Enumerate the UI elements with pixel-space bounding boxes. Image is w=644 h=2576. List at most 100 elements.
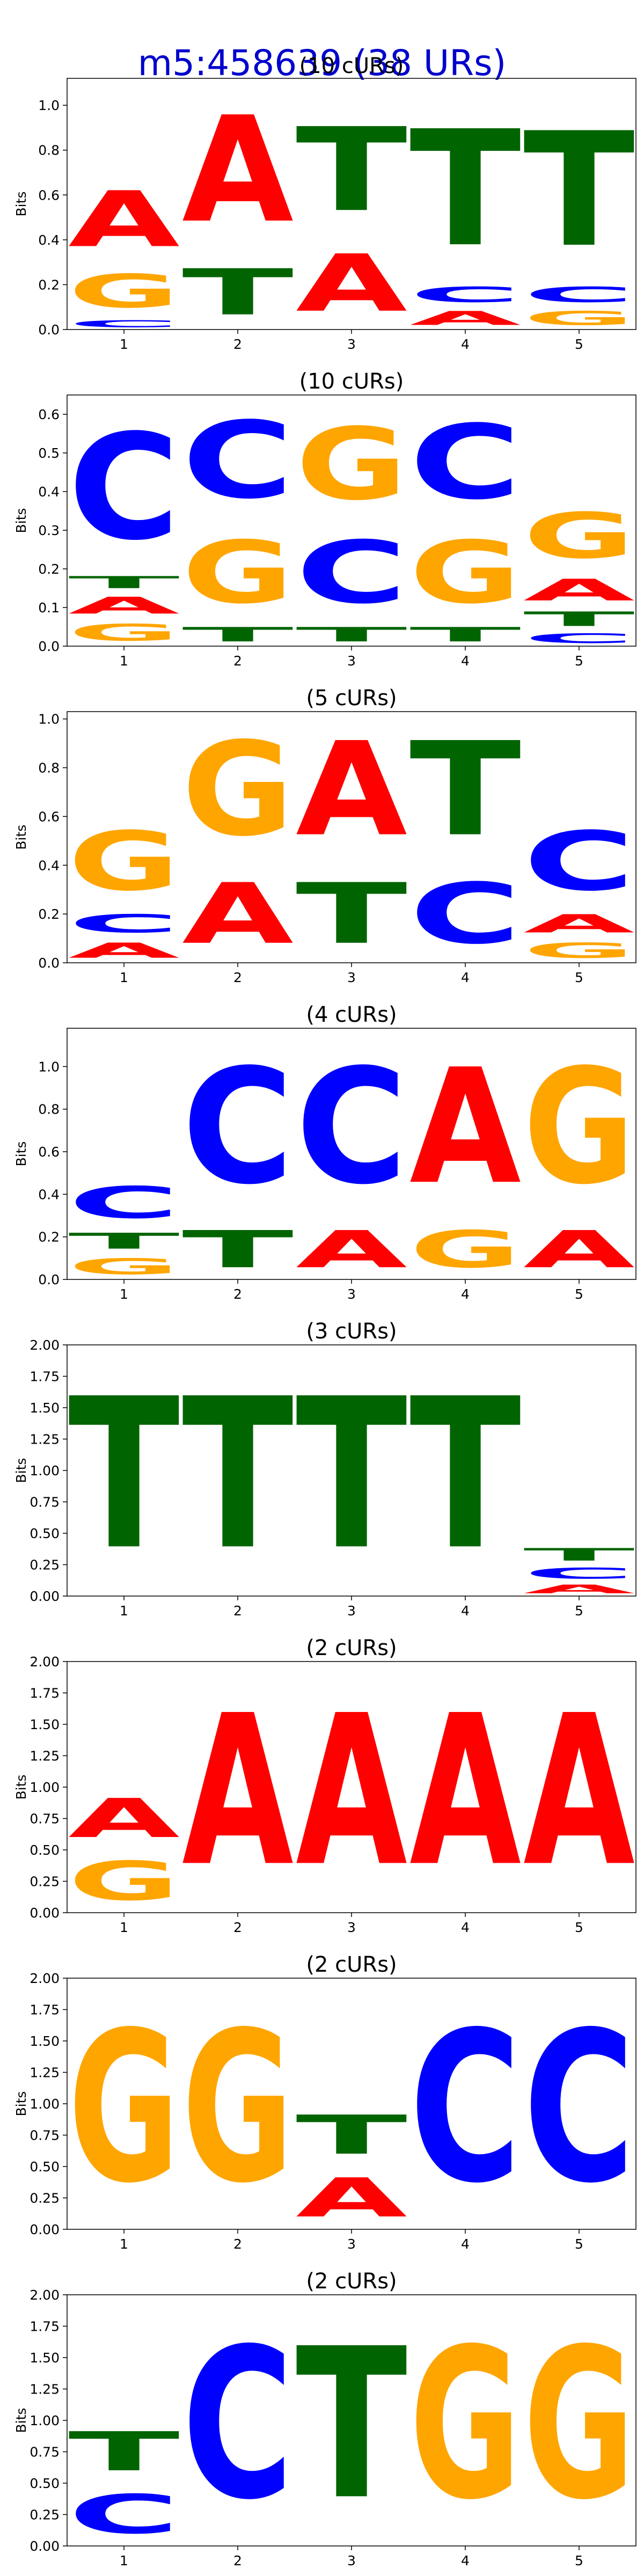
y-tick-label: 0.8 xyxy=(38,143,60,158)
logo-letter-t: T xyxy=(296,104,408,237)
y-tick-label: 0.75 xyxy=(30,2445,60,2460)
logo-letter-c: C xyxy=(409,865,521,962)
y-tick-label: 2.00 xyxy=(30,1654,60,1670)
y-tick-label: 2.00 xyxy=(30,1971,60,1986)
y-tick-label: 1.50 xyxy=(30,2033,60,2049)
logo-letter-c: C xyxy=(182,399,294,522)
logo-letter-t: T xyxy=(296,2304,408,2545)
panel-title: (2 cURs) xyxy=(306,1636,397,1660)
figure-title: m5:458639 (38 URs) xyxy=(138,42,506,84)
logo-letter-a: A xyxy=(296,238,407,330)
letter-stacks: GA A A A A xyxy=(68,1671,636,1913)
logo-letter-g: G xyxy=(68,1987,180,2228)
y-tick-label: 0.5 xyxy=(38,445,60,461)
y-tick-label: 0.4 xyxy=(38,858,60,873)
y-axis-label: Bits xyxy=(13,192,29,217)
logo-letter-t: T xyxy=(523,1545,635,1564)
y-tick-label: 0.00 xyxy=(30,2538,60,2554)
logo-letter-c: C xyxy=(409,282,521,307)
y-tick-label: 0.4 xyxy=(38,484,60,500)
x-tick-label: 1 xyxy=(120,2553,128,2568)
y-tick-label: 0.1 xyxy=(38,600,60,616)
y-tick-label: 1.0 xyxy=(38,1059,60,1074)
logo-letter-t: T xyxy=(182,1354,294,1596)
logo-letter-t: T xyxy=(296,2104,407,2167)
y-tick-label: 0.50 xyxy=(30,1842,60,1858)
logo-panels: (10 cURs)BitsCGATAATACTGCT0.00.20.40.60.… xyxy=(13,54,636,2568)
logo-letter-g: G xyxy=(182,715,294,865)
y-axis-label: Bits xyxy=(13,825,29,850)
logo-letter-g: G xyxy=(523,2304,635,2545)
logo-letter-c: C xyxy=(296,1036,407,1220)
logo-letter-g: G xyxy=(182,1987,294,2228)
logo-letter-a: A xyxy=(296,1671,408,1912)
logo-letter-t: T xyxy=(182,1220,294,1279)
y-tick-label: 0.00 xyxy=(30,1905,60,1921)
y-tick-label: 0.3 xyxy=(38,523,60,538)
logo-letter-g: G xyxy=(523,939,635,963)
logo-letter-g: G xyxy=(409,2304,521,2545)
y-tick-label: 0.6 xyxy=(38,407,60,422)
x-tick-label: 1 xyxy=(120,970,128,985)
logo-letter-t: T xyxy=(182,623,294,646)
y-tick-label: 1.00 xyxy=(30,1780,60,1795)
y-tick-label: 0.6 xyxy=(38,1144,60,1160)
logo-letter-c: C xyxy=(409,403,521,522)
panel-title: (10 cURs) xyxy=(299,54,404,78)
x-tick-label: 4 xyxy=(461,1286,470,1302)
x-tick-label: 4 xyxy=(461,2553,470,2568)
logo-letter-a: A xyxy=(409,1671,522,1912)
x-tick-label: 2 xyxy=(233,1286,242,1302)
y-tick-label: 0.50 xyxy=(30,2476,60,2491)
y-tick-label: 0.50 xyxy=(30,1526,60,1541)
y-tick-label: 0.25 xyxy=(30,1557,60,1573)
x-tick-label: 1 xyxy=(120,1920,128,1935)
logo-letter-c: C xyxy=(68,318,180,330)
logo-letter-c: C xyxy=(68,404,180,573)
x-tick-label: 4 xyxy=(461,1603,470,1619)
logo-letter-g: G xyxy=(68,1850,180,1912)
logo-letter-g: G xyxy=(523,307,635,330)
logo-letter-a: A xyxy=(296,1220,407,1279)
y-tick-label: 0.75 xyxy=(30,1811,60,1827)
logo-letter-a: A xyxy=(296,715,407,865)
x-tick-label: 5 xyxy=(575,2553,583,2568)
y-axis-label: Bits xyxy=(13,2408,29,2433)
x-tick-label: 3 xyxy=(347,1603,356,1619)
x-tick-label: 4 xyxy=(461,1920,470,1935)
logo-letter-t: T xyxy=(68,2421,180,2483)
logo-letter-a: A xyxy=(523,909,635,938)
logo-letter-c: C xyxy=(296,523,407,623)
y-tick-label: 0.2 xyxy=(38,1230,60,1245)
logo-letter-g: G xyxy=(182,523,294,623)
logo-letter-c: C xyxy=(68,909,180,938)
logo-letter-t: T xyxy=(409,623,521,646)
logo-letter-a: A xyxy=(296,2167,407,2229)
x-tick-label: 2 xyxy=(233,336,242,352)
x-tick-label: 4 xyxy=(461,653,470,669)
logo-letter-t: T xyxy=(409,714,522,865)
y-tick-label: 0.0 xyxy=(38,639,60,654)
y-tick-label: 2.00 xyxy=(30,1337,60,1353)
x-tick-label: 5 xyxy=(575,1286,583,1302)
x-tick-label: 3 xyxy=(347,1920,356,1935)
panel-title: (2 cURs) xyxy=(306,2269,397,2294)
logo-letter-a: A xyxy=(182,865,294,962)
y-tick-label: 1.50 xyxy=(30,1717,60,1732)
y-tick-label: 1.00 xyxy=(30,2413,60,2428)
y-tick-label: 0.2 xyxy=(38,906,60,922)
logo-letter-g: G xyxy=(409,1220,521,1279)
logo-letter-t: T xyxy=(409,97,522,282)
logo-panel: (10 cURs)BitsGATCTGCTCGTGCCTAG0.00.10.20… xyxy=(13,369,636,669)
y-tick-label: 0.75 xyxy=(30,2128,60,2143)
logo-letter-a: A xyxy=(68,592,180,619)
logo-letter-t: T xyxy=(296,623,407,646)
y-tick-label: 0.0 xyxy=(38,1272,60,1287)
y-tick-label: 2.00 xyxy=(30,2287,60,2303)
panel-title: (4 cURs) xyxy=(306,1002,397,1027)
logo-panel: (4 cURs)BitsGTCTCACGAAG0.00.20.40.60.81.… xyxy=(13,1002,636,1302)
